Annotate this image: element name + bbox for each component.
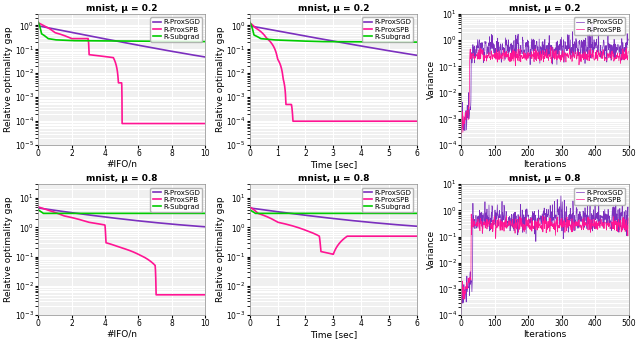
X-axis label: Iterations: Iterations xyxy=(524,160,566,169)
Title: mnist, μ = 0.8: mnist, μ = 0.8 xyxy=(509,174,580,183)
Legend: R-ProxSGD, R-ProxSPB: R-ProxSGD, R-ProxSPB xyxy=(573,188,625,205)
Y-axis label: Relative optimality gap: Relative optimality gap xyxy=(216,27,225,132)
Y-axis label: Relative optimality gap: Relative optimality gap xyxy=(4,197,13,303)
X-axis label: Time [sec]: Time [sec] xyxy=(310,330,357,339)
X-axis label: #IFO/n: #IFO/n xyxy=(106,160,137,169)
Y-axis label: Relative optimality gap: Relative optimality gap xyxy=(216,197,225,303)
X-axis label: #IFO/n: #IFO/n xyxy=(106,330,137,339)
Legend: R-ProxSGD, R-ProxSPB, R-Subgrad: R-ProxSGD, R-ProxSPB, R-Subgrad xyxy=(362,17,413,42)
X-axis label: Time [sec]: Time [sec] xyxy=(310,160,357,169)
Y-axis label: Variance: Variance xyxy=(428,230,436,269)
Title: mnist, μ = 0.2: mnist, μ = 0.2 xyxy=(86,4,157,13)
Legend: R-ProxSGD, R-ProxSPB, R-Subgrad: R-ProxSGD, R-ProxSPB, R-Subgrad xyxy=(362,188,413,212)
Y-axis label: Relative optimality gap: Relative optimality gap xyxy=(4,27,13,132)
Title: mnist, μ = 0.8: mnist, μ = 0.8 xyxy=(86,174,157,183)
X-axis label: Iterations: Iterations xyxy=(524,330,566,339)
Title: mnist, μ = 0.2: mnist, μ = 0.2 xyxy=(298,4,369,13)
Legend: R-ProxSGD, R-ProxSPB, R-Subgrad: R-ProxSGD, R-ProxSPB, R-Subgrad xyxy=(150,188,202,212)
Title: mnist, μ = 0.2: mnist, μ = 0.2 xyxy=(509,4,580,13)
Legend: R-ProxSGD, R-ProxSPB, R-Subgrad: R-ProxSGD, R-ProxSPB, R-Subgrad xyxy=(150,17,202,42)
Y-axis label: Variance: Variance xyxy=(428,60,436,99)
Title: mnist, μ = 0.8: mnist, μ = 0.8 xyxy=(298,174,369,183)
Legend: R-ProxSGD, R-ProxSPB: R-ProxSGD, R-ProxSPB xyxy=(573,17,625,35)
